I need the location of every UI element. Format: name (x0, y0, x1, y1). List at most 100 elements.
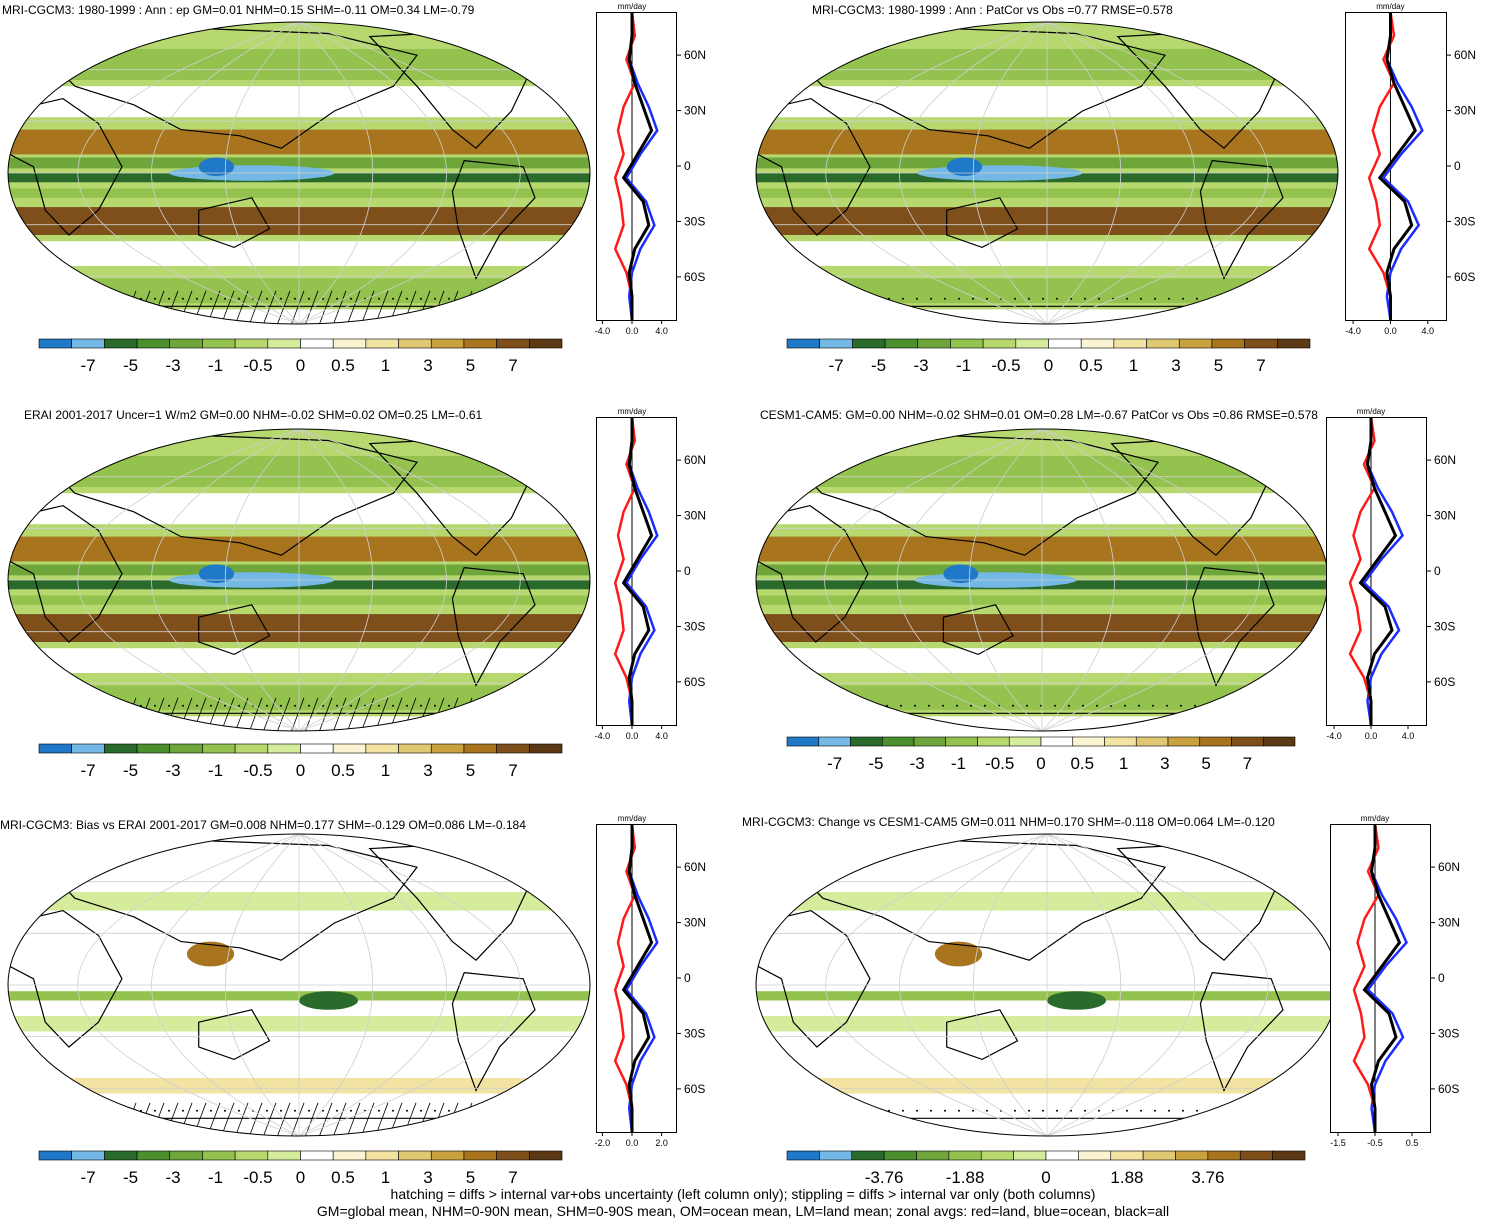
colorbar-swatch (1239, 1150, 1273, 1161)
colorbar-swatch (234, 743, 269, 754)
colorbar-swatch (851, 1150, 885, 1161)
latitude-label: 30S (1434, 619, 1455, 633)
colorbar-swatch (529, 743, 563, 754)
colorbar-label: 0 (1044, 356, 1053, 375)
zonal-frame (1326, 417, 1427, 726)
colorbar-swatch (913, 736, 947, 747)
colorbar-swatch (300, 743, 334, 754)
zonal-curve-land (613, 11, 637, 320)
colorbar-swatch (496, 1150, 530, 1161)
colorbar-swatch (1272, 1150, 1306, 1161)
colorbar-label: 7 (1243, 754, 1252, 773)
colorbar-swatch (786, 1150, 820, 1161)
latitude-label: 30N (1434, 509, 1456, 523)
colorbar-label: 0.5 (331, 1168, 355, 1187)
zonal-curve-land (1367, 11, 1396, 320)
colorbar-label: -1.88 (946, 1168, 985, 1187)
latitude-label: 30S (684, 1026, 705, 1040)
zonal-curve-land (1348, 416, 1376, 725)
latitude-label: 60N (1438, 860, 1460, 874)
colorbar-swatch (819, 1150, 853, 1161)
colorbar-label: -7 (80, 356, 95, 375)
panel-6-colorbar: -3.76 -1.88 0 1.88 3.76 (786, 1150, 1306, 1187)
colorbar-swatch (365, 338, 399, 349)
zonal-unit-label: mm/day (1376, 2, 1404, 11)
latitude-label: 30S (1454, 214, 1475, 228)
zonal-curve-all (1362, 824, 1402, 1132)
colorbar-label: 5 (466, 1168, 475, 1187)
colorbar-label: -5 (123, 761, 138, 780)
latitude-label: 60N (1454, 48, 1476, 62)
colorbar-swatch (1142, 1150, 1176, 1161)
zonal-frame (596, 417, 677, 726)
colorbar-label: -1 (956, 356, 971, 375)
colorbar-label: -7 (80, 1168, 95, 1187)
latitude-label: 60S (1454, 270, 1475, 284)
colorbar-label: 3 (423, 761, 432, 780)
colorbar-swatch (267, 1150, 301, 1161)
panel-5-zonal-plot: mm/day -2.0 0.0 2.0 60N 30N 0 30S 60S (595, 814, 706, 1148)
colorbar-swatch (1013, 1150, 1047, 1161)
colorbar-swatch (463, 338, 497, 349)
colorbar-swatch (463, 743, 497, 754)
panel-6-title: MRI-CGCM3: Change vs CESM1-CAM5 GM=0.011… (742, 815, 1275, 829)
latitude-label: 30N (684, 916, 706, 930)
colorbar-swatch (1110, 1150, 1144, 1161)
colorbar-swatch (169, 1150, 203, 1161)
latitude-label: 30S (1438, 1026, 1459, 1040)
latitude-label: 0 (684, 564, 691, 578)
colorbar-swatch (430, 1150, 465, 1161)
colorbar-swatch (398, 743, 432, 754)
colorbar-label: 0.5 (331, 761, 355, 780)
colorbar-label: -1 (951, 754, 966, 773)
zonal-unit-label: mm/day (618, 814, 646, 823)
colorbar-swatch (430, 743, 465, 754)
colorbar-swatch (365, 1150, 399, 1161)
panel-3-zonal-plot: mm/day -4.0 0.0 4.0 60N 30N 0 30S 60S (595, 407, 706, 741)
colorbar-swatch (169, 338, 203, 349)
zonal-x-tick-label: -2.0 (595, 1138, 611, 1148)
colorbar-swatch (267, 338, 301, 349)
colorbar-label: 5 (466, 356, 475, 375)
colorbar-swatch (852, 338, 886, 349)
colorbar-swatch (1244, 338, 1278, 349)
colorbar-label: -3 (165, 356, 180, 375)
colorbar-label: -3 (913, 356, 928, 375)
latitude-label: 60N (684, 453, 706, 467)
panel-3-title: ERAI 2001-2017 Uncer=1 W/m2 GM=0.00 NHM=… (24, 408, 483, 422)
footer-caption-line-2: GM=global mean, NHM=0-90N mean, SHM=0-90… (316, 1203, 1170, 1219)
map-outline (7, 428, 591, 732)
zonal-frame (1330, 824, 1431, 1133)
colorbar-swatch (1078, 1150, 1112, 1161)
colorbar-label: 5 (466, 761, 475, 780)
colorbar-swatch (169, 743, 203, 754)
colorbar-label: 1 (381, 1168, 390, 1187)
colorbar-label: 5 (1214, 356, 1223, 375)
latitude-label: 0 (1454, 159, 1461, 173)
colorbar-label: -7 (80, 761, 95, 780)
colorbar-swatch (917, 338, 951, 349)
colorbar-swatch (884, 338, 919, 349)
colorbar-label: 3 (1160, 754, 1169, 773)
colorbar-swatch (1231, 736, 1264, 747)
colorbar-swatch (136, 743, 171, 754)
latitude-label: 0 (1434, 564, 1441, 578)
colorbar-swatch (1167, 736, 1201, 747)
colorbar-swatch (136, 338, 171, 349)
colorbar-label: -1 (208, 761, 223, 780)
colorbar-label: -0.5 (243, 761, 272, 780)
latitude-label: 60S (1438, 1082, 1459, 1096)
colorbar-swatch (496, 743, 530, 754)
colorbar-label: 7 (1256, 356, 1265, 375)
colorbar-swatch (1135, 736, 1169, 747)
zonal-x-tick-label: 4.0 (1402, 731, 1415, 741)
panel-2-zonal-plot: mm/day -4.0 0.0 4.0 60N 30N 0 30S 60S (1345, 2, 1476, 336)
zonal-x-tick-label: 4.0 (655, 326, 668, 336)
zonal-curve-land (613, 416, 637, 725)
latitude-label: 0 (684, 159, 691, 173)
colorbar-swatch (1113, 338, 1147, 349)
colorbar-swatch (463, 1150, 497, 1161)
panel-1-colorbar: -7 -5 -3 -1 -0.5 0 0.5 1 3 5 7 (38, 338, 563, 375)
colorbar-label: 7 (508, 1168, 517, 1187)
zonal-curve-all (1377, 12, 1417, 320)
